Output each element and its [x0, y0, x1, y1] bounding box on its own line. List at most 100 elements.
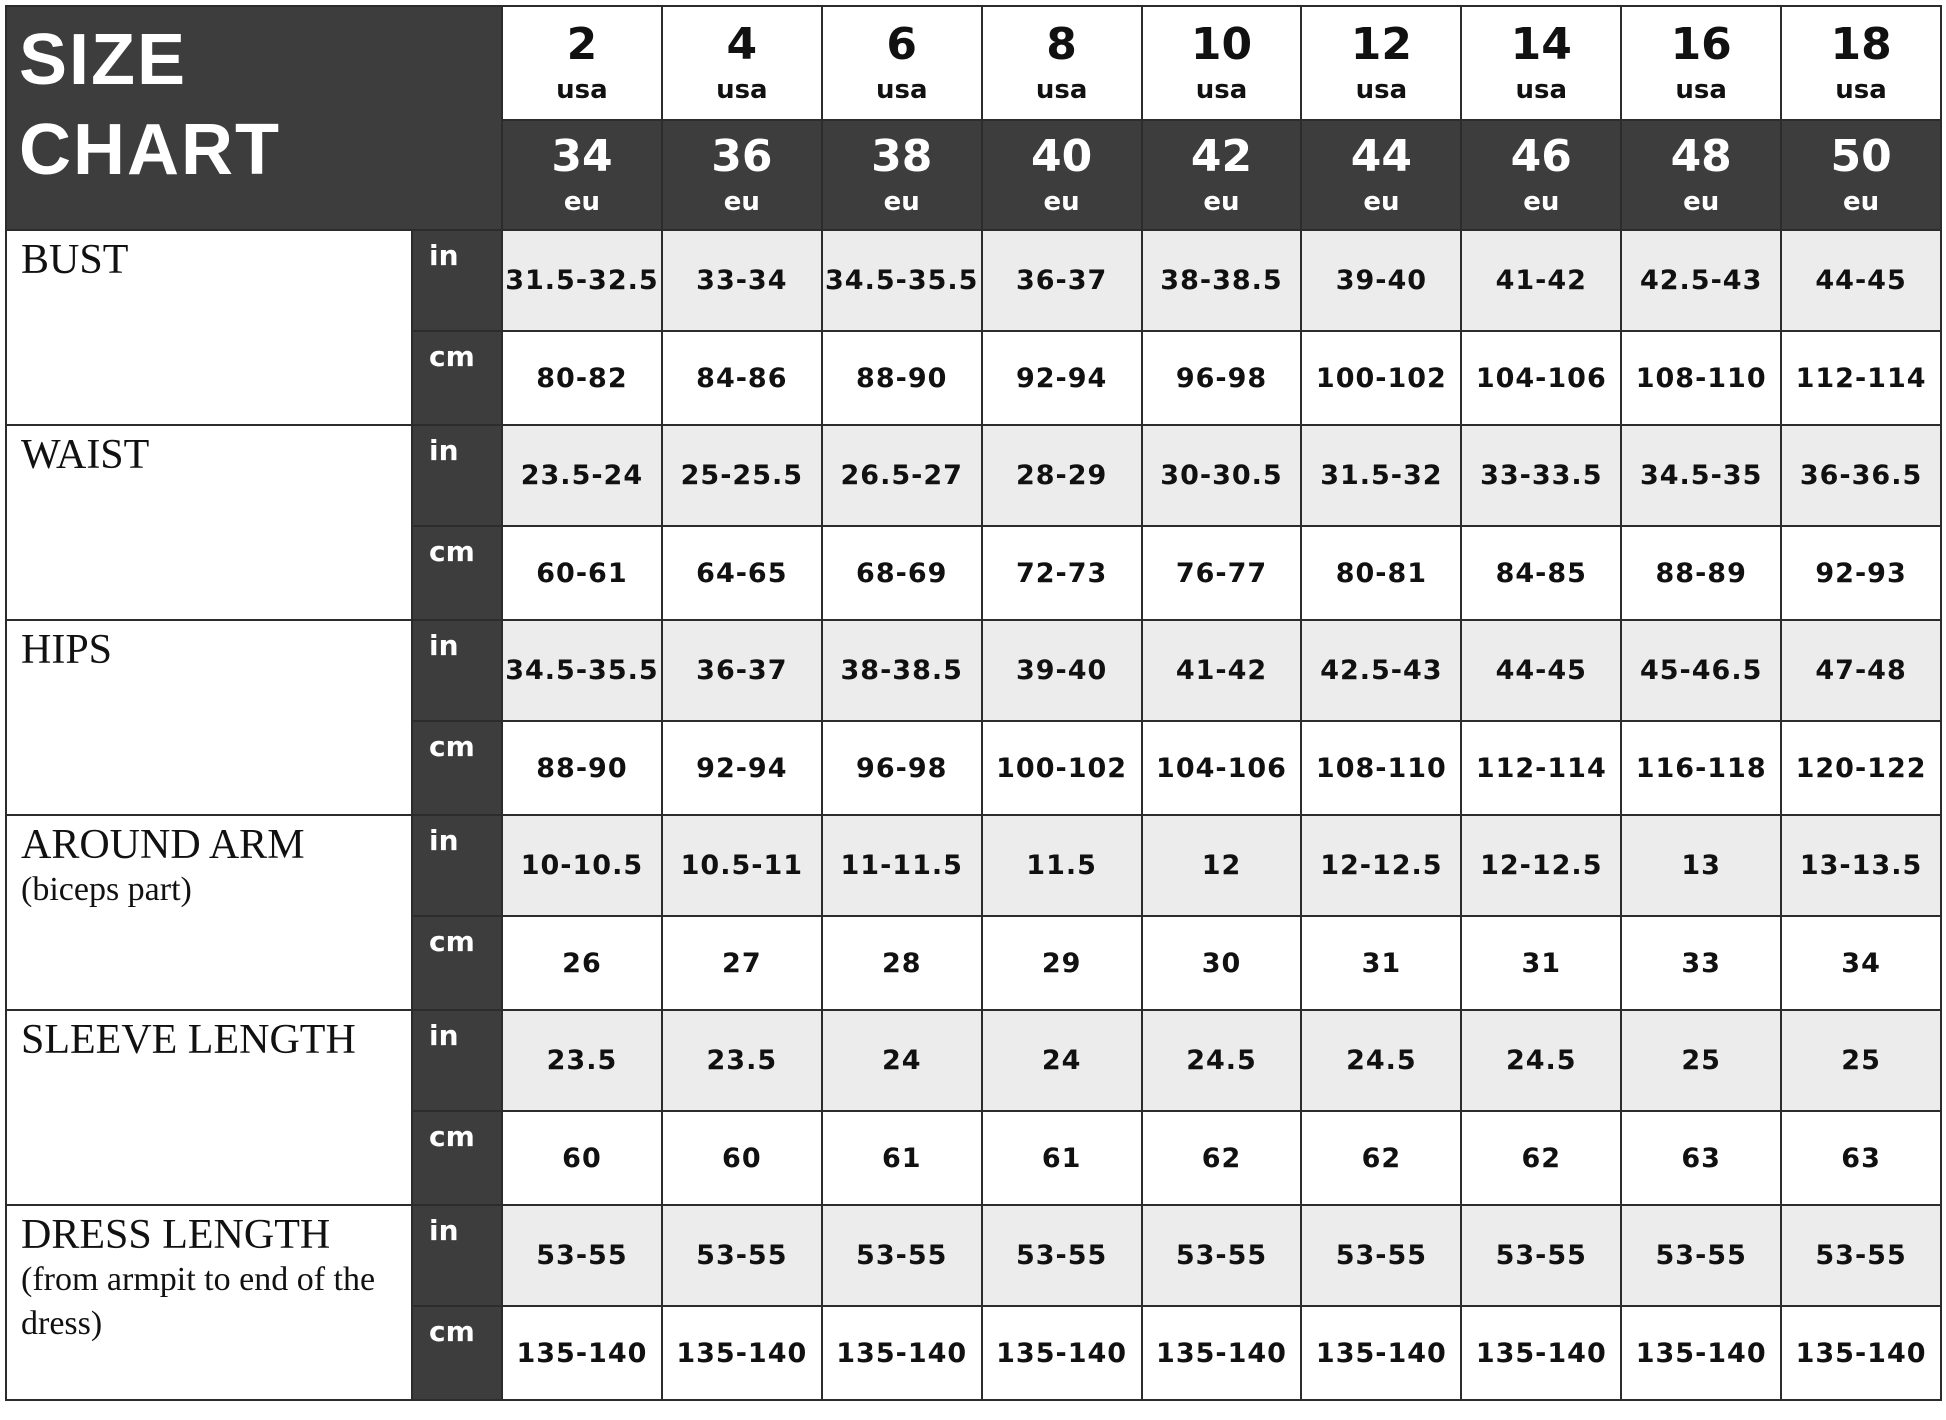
value-cell-in: 24.5 — [1460, 1009, 1623, 1112]
value-cell-cm: 62 — [1460, 1110, 1623, 1206]
value-cell-cm: 31 — [1460, 915, 1623, 1011]
eu-size-number: 48 — [1670, 131, 1732, 182]
eu-label: eu — [563, 187, 601, 217]
value-cell-in: 53-55 — [501, 1204, 663, 1307]
unit-in: in — [411, 229, 503, 332]
usa-size-number: 12 — [1350, 19, 1413, 70]
value-cell-cm: 135-140 — [660, 1305, 823, 1401]
usa-size-number: 2 — [566, 19, 598, 70]
usa-label: usa — [1835, 75, 1887, 105]
value-cell-in: 44-45 — [1780, 229, 1943, 332]
value-cell-cm: 135-140 — [1460, 1305, 1623, 1401]
measurement-name: BUST — [21, 237, 129, 283]
value-cell-in: 25 — [1620, 1009, 1783, 1112]
value-cell-cm: 61 — [820, 1110, 983, 1206]
eu-label: eu — [883, 187, 920, 217]
value-cell-cm: 104-106 — [1460, 330, 1623, 426]
measurement-name: AROUND ARM — [21, 822, 305, 868]
usa-size-header: 6 usa — [820, 5, 983, 121]
value-cell-cm: 61 — [980, 1110, 1143, 1206]
usa-label: usa — [1515, 75, 1568, 105]
value-cell-cm: 100-102 — [1300, 330, 1463, 426]
value-cell-in: 12-12.5 — [1300, 814, 1463, 917]
value-cell-cm: 27 — [660, 915, 823, 1011]
usa-size-number: 18 — [1830, 19, 1892, 70]
value-cell-cm: 28 — [820, 915, 983, 1011]
value-cell-in: 41-42 — [1460, 229, 1623, 332]
unit-in: in — [411, 1204, 503, 1307]
value-cell-cm: 80-82 — [501, 330, 663, 426]
value-cell-in: 53-55 — [1300, 1204, 1463, 1307]
eu-size-number: 34 — [551, 131, 613, 182]
value-cell-in: 36-36.5 — [1780, 424, 1943, 527]
unit-cm: cm — [411, 1305, 503, 1401]
value-cell-cm: 84-85 — [1460, 525, 1623, 621]
value-cell-cm: 31 — [1300, 915, 1463, 1011]
value-cell-in: 41-42 — [1140, 619, 1303, 722]
value-cell-cm: 135-140 — [980, 1305, 1143, 1401]
measurement-row-cm: cm 88-90 92-94 96-98 100-102 104-106 108-110 11… — [6, 720, 1943, 816]
value-cell-in: 53-55 — [1620, 1204, 1783, 1307]
value-cell-in: 44-45 — [1460, 619, 1623, 722]
eu-size-number: 38 — [871, 131, 933, 182]
measurement-note: (from armpit to end of the dress) — [21, 1261, 376, 1342]
value-cell-cm: 92-94 — [660, 720, 823, 816]
value-cell-in: 33-33.5 — [1460, 424, 1623, 527]
unit-cm: cm — [411, 330, 503, 426]
value-cell-cm: 88-90 — [820, 330, 983, 426]
usa-label: usa — [1035, 75, 1088, 105]
usa-size-header: 4 usa — [660, 5, 823, 121]
usa-label: usa — [875, 75, 928, 105]
value-cell-cm: 92-93 — [1780, 525, 1943, 621]
value-cell-in: 23.5-24 — [501, 424, 663, 527]
value-cell-in: 10.5-11 — [660, 814, 823, 917]
value-cell-cm: 112-114 — [1780, 330, 1943, 426]
value-cell-cm: 120-122 — [1780, 720, 1943, 816]
value-cell-cm: 88-90 — [501, 720, 663, 816]
measurement-label: SLEEVE LENGTH — [5, 1009, 413, 1206]
value-cell-cm: 96-98 — [820, 720, 983, 816]
measurement-name: WAIST — [21, 432, 150, 478]
value-cell-cm: 116-118 — [1620, 720, 1783, 816]
measurement-label: AROUND ARM (biceps part) — [5, 814, 413, 1011]
value-cell-in: 24 — [980, 1009, 1143, 1112]
unit-in: in — [411, 814, 503, 917]
usa-label: usa — [1355, 75, 1408, 105]
value-cell-cm: 84-86 — [660, 330, 823, 426]
eu-size-header: 36 eu — [660, 119, 823, 231]
unit-cm: cm — [411, 915, 503, 1011]
value-cell-cm: 80-81 — [1300, 525, 1463, 621]
value-cell-in: 36-37 — [980, 229, 1143, 332]
value-cell-in: 24 — [820, 1009, 983, 1112]
unit-in: in — [411, 1009, 503, 1112]
value-cell-in: 30-30.5 — [1140, 424, 1303, 527]
value-cell-in: 39-40 — [1300, 229, 1463, 332]
unit-cm: cm — [411, 720, 503, 816]
usa-label: usa — [1195, 75, 1248, 105]
measurement-label: WAIST — [5, 424, 413, 621]
value-cell-cm: 100-102 — [980, 720, 1143, 816]
eu-size-header: 48 eu — [1620, 119, 1783, 231]
value-cell-cm: 60 — [501, 1110, 663, 1206]
value-cell-in: 45-46.5 — [1620, 619, 1783, 722]
eu-size-number: 44 — [1350, 131, 1413, 182]
measurement-row-cm: cm 135-140 135-140 135-140 135-140 135-140 135… — [6, 1305, 1943, 1401]
value-cell-in: 28-29 — [980, 424, 1143, 527]
value-cell-cm: 76-77 — [1140, 525, 1303, 621]
usa-size-header: 8 usa — [980, 5, 1143, 121]
unit-cm: cm — [411, 1110, 503, 1206]
usa-size-number: 16 — [1670, 19, 1732, 70]
value-cell-cm: 62 — [1140, 1110, 1303, 1206]
unit-in: in — [411, 619, 503, 722]
usa-size-header: 10 usa — [1140, 5, 1303, 121]
value-cell-cm: 88-89 — [1620, 525, 1783, 621]
value-cell-cm: 64-65 — [660, 525, 823, 621]
measurement-row-cm: cm 60 60 61 61 62 62 62 63 63 — [6, 1110, 1943, 1206]
eu-size-number: 36 — [711, 131, 773, 182]
usa-label: usa — [556, 75, 608, 105]
eu-label: eu — [1363, 187, 1400, 217]
value-cell-in: 34.5-35 — [1620, 424, 1783, 527]
eu-size-number: 50 — [1830, 131, 1892, 182]
value-cell-in: 53-55 — [1140, 1204, 1303, 1307]
value-cell-in: 13-13.5 — [1780, 814, 1943, 917]
